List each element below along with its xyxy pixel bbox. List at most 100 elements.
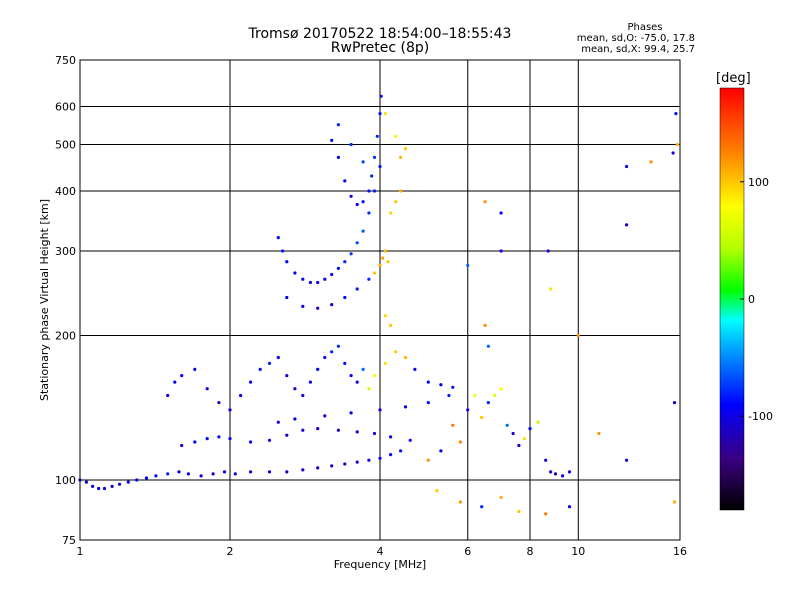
data-point — [372, 431, 377, 436]
data-point — [316, 466, 320, 470]
data-point — [249, 470, 253, 474]
data-point — [355, 380, 359, 384]
data-point — [483, 200, 487, 204]
data-point — [349, 374, 353, 378]
data-point — [389, 323, 393, 327]
data-point — [549, 470, 553, 474]
data-point — [544, 512, 548, 516]
data-point — [258, 367, 262, 371]
data-point — [466, 263, 470, 267]
data-point — [379, 94, 383, 98]
data-point — [117, 482, 122, 486]
data-point — [625, 458, 629, 462]
data-point — [505, 423, 509, 427]
data-point — [349, 142, 353, 147]
data-point — [675, 142, 679, 147]
data-point — [267, 470, 272, 474]
data-point — [343, 462, 347, 466]
data-point — [343, 179, 347, 183]
data-point — [399, 449, 403, 453]
data-point — [372, 374, 377, 378]
data-point — [413, 367, 417, 371]
data-point — [451, 423, 455, 427]
phase-o-stats: mean, sd,O: -75.0, 17.8 — [576, 33, 695, 44]
data-point — [355, 430, 359, 434]
data-point — [110, 484, 114, 488]
data-point — [403, 147, 408, 151]
data-point — [180, 443, 184, 448]
data-point — [544, 458, 548, 462]
data-point — [383, 112, 387, 116]
phases-label: Phases — [627, 22, 663, 33]
data-point — [276, 355, 280, 360]
data-point — [177, 470, 181, 474]
data-point — [193, 440, 197, 444]
data-point — [383, 361, 387, 365]
chart-subtitle: RwPretec (8p) — [330, 40, 430, 56]
data-point — [293, 271, 297, 275]
data-point — [378, 164, 382, 169]
data-point — [285, 295, 289, 300]
data-point — [517, 443, 521, 448]
data-point — [378, 112, 382, 116]
y-tick-label: 75 — [62, 534, 76, 547]
data-point — [308, 280, 312, 285]
data-point — [370, 174, 374, 178]
data-point — [323, 414, 327, 418]
data-point — [567, 470, 572, 474]
data-point — [293, 387, 297, 391]
data-point — [372, 271, 377, 275]
data-point — [435, 489, 439, 493]
data-point — [567, 505, 572, 509]
data-point — [361, 367, 365, 371]
data-point — [499, 211, 503, 215]
data-point — [193, 367, 197, 371]
data-point — [372, 189, 377, 193]
data-point — [336, 266, 340, 270]
data-point — [166, 472, 170, 476]
data-point — [483, 323, 487, 327]
x-tick-label: 2 — [227, 545, 234, 558]
data-point — [522, 437, 527, 441]
data-point — [285, 260, 289, 264]
y-tick-label: 200 — [55, 330, 76, 343]
data-point — [439, 383, 443, 387]
data-point — [378, 263, 382, 267]
data-point — [186, 472, 190, 476]
data-point — [367, 277, 371, 281]
data-point — [447, 393, 451, 398]
x-axis-label: Frequency [MHz] — [334, 558, 426, 571]
data-point — [336, 344, 340, 348]
data-point — [343, 295, 347, 300]
data-point — [549, 287, 553, 291]
data-point — [349, 411, 353, 415]
data-point — [408, 438, 412, 442]
data-point — [383, 314, 387, 318]
data-point — [394, 350, 398, 354]
data-point — [180, 374, 184, 378]
data-point — [493, 393, 497, 398]
data-point — [355, 241, 359, 245]
data-point — [316, 367, 320, 371]
data-point — [316, 306, 320, 310]
data-point — [233, 472, 237, 476]
data-point — [211, 472, 215, 476]
data-point — [361, 160, 365, 164]
data-point — [301, 428, 305, 432]
x-axis-ticks: 1 2 4 6 8 10 16 — [77, 545, 688, 558]
data-point — [343, 260, 347, 264]
y-tick-label: 100 — [55, 474, 76, 487]
data-point — [367, 458, 371, 462]
data-point — [394, 200, 398, 204]
data-point — [511, 431, 515, 436]
data-point — [276, 420, 280, 424]
data-point — [625, 223, 629, 227]
data-point — [355, 287, 359, 291]
data-point — [301, 468, 305, 472]
data-point — [674, 112, 678, 116]
data-point — [316, 280, 320, 285]
data-point — [517, 509, 521, 514]
data-point — [553, 472, 558, 476]
data-point — [154, 474, 158, 478]
